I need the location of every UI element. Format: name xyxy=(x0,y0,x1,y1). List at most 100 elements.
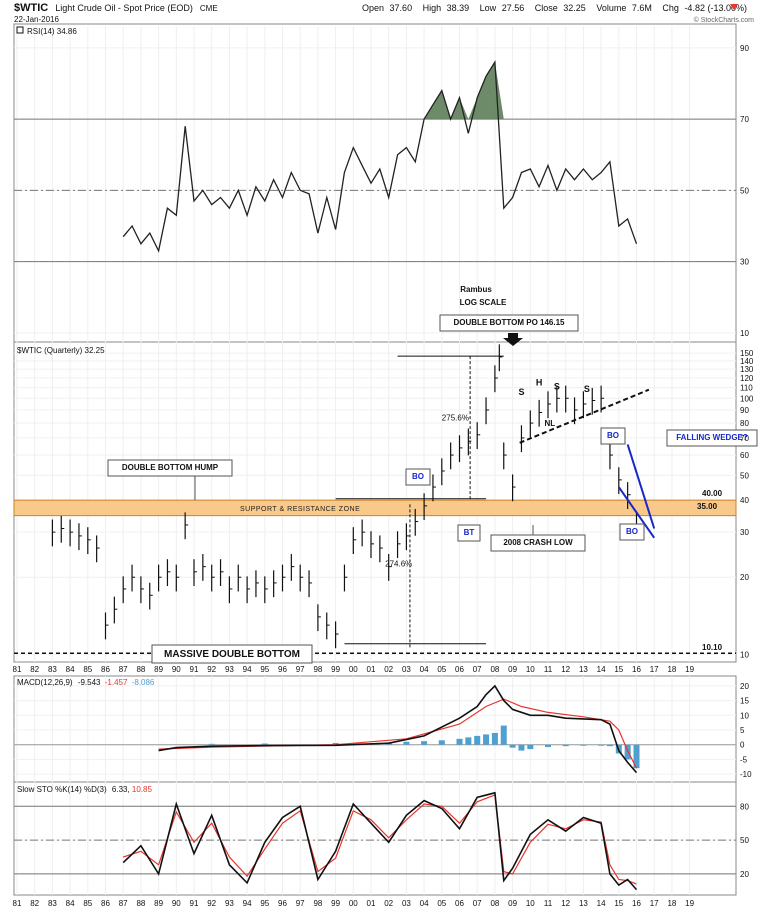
price-y-tick-label: 40 xyxy=(740,496,749,505)
double-bottom-po-label-group: DOUBLE BOTTOM PO 146.15 xyxy=(439,314,579,332)
rsi-line xyxy=(122,60,638,253)
bt-label-group: BT xyxy=(457,524,481,542)
bo-label-2016-box xyxy=(619,523,645,541)
x-axis-label-bottom: 83 xyxy=(48,899,57,908)
x-axis-label-bottom: 95 xyxy=(260,899,269,908)
macd-histogram-bar xyxy=(633,744,640,769)
macd-y-tick-label: 15 xyxy=(740,697,749,706)
bt-label: BT xyxy=(464,528,475,537)
x-axis-label-bottom: 92 xyxy=(207,899,216,908)
x-axis-label-bottom: 93 xyxy=(225,899,234,908)
log-scale-label: LOG SCALE xyxy=(460,298,507,307)
x-axis-label-bottom: 17 xyxy=(650,899,659,908)
x-axis-label: 16 xyxy=(632,665,641,674)
macd-histogram-bar xyxy=(261,743,268,745)
down-arrow-icon xyxy=(730,4,738,10)
symbol-title: $WTIC Light Crude Oil - Spot Price (EOD)… xyxy=(14,2,218,14)
macd-histogram-bar xyxy=(421,741,428,745)
macd-y-tick-label: 20 xyxy=(740,682,749,691)
macd-histogram-bar xyxy=(483,734,490,745)
x-axis-label: 81 xyxy=(13,665,22,674)
x-axis-label: 99 xyxy=(331,665,340,674)
x-axis-label-bottom: 18 xyxy=(667,899,676,908)
price-y-tick-label: 10 xyxy=(740,650,749,659)
macd-histogram-bar xyxy=(456,738,463,745)
x-axis-label-bottom: 86 xyxy=(101,899,110,908)
price-legend: $WTIC (Quarterly) 32.25 xyxy=(17,346,105,355)
price-y-tick-label: 100 xyxy=(740,394,754,403)
x-axis-label-bottom: 91 xyxy=(190,899,199,908)
x-axis-label: 17 xyxy=(650,665,659,674)
x-axis-label-bottom: 87 xyxy=(119,899,128,908)
x-axis-label: 96 xyxy=(278,665,287,674)
price-y-tick-label: 140 xyxy=(740,357,754,366)
wedge-lower-line xyxy=(617,486,656,539)
price-y-tick-label: 70 xyxy=(740,434,749,443)
hs-label: S xyxy=(554,382,560,392)
x-axis-label-bottom: 89 xyxy=(154,899,163,908)
x-axis-label: 91 xyxy=(190,665,199,674)
macd-legend-title: MACD(12,26,9) xyxy=(17,678,73,687)
sto-y-tick-label: 80 xyxy=(740,802,749,811)
x-axis-label-bottom: 85 xyxy=(83,899,92,908)
macd-histogram-bar xyxy=(438,740,445,745)
sto-legend-k: 6.33, xyxy=(112,785,132,794)
macd-histogram-bar xyxy=(509,744,516,748)
crash-low-label-box xyxy=(490,534,586,552)
macd-signal-line xyxy=(158,698,638,769)
bo-label-2016-group: BO xyxy=(619,523,645,541)
x-axis-label-bottom: 96 xyxy=(278,899,287,908)
macd-histogram-bar xyxy=(465,737,472,745)
x-axis-label: 84 xyxy=(66,665,75,674)
x-axis-label: 97 xyxy=(296,665,305,674)
hs-label: H xyxy=(536,378,543,388)
macd-legend: MACD(12,26,9) -9.543 -1.457 -8.086 xyxy=(17,678,155,687)
macd-y-tick-label: -5 xyxy=(740,755,748,764)
zone-label: SUPPORT & RESISTANCE ZONE xyxy=(240,506,360,513)
x-axis-label-bottom: 04 xyxy=(420,899,429,908)
bo-label-2004-box xyxy=(405,468,431,486)
volume-value: 7.6M xyxy=(632,3,652,13)
rambus-label: Rambus xyxy=(460,285,492,294)
x-axis-label-bottom: 06 xyxy=(455,899,464,908)
x-axis-label: 19 xyxy=(685,665,694,674)
sto-legend-d: 10.85 xyxy=(132,785,153,794)
open-value: 37.60 xyxy=(390,3,413,13)
rsi-y-tick-label: 90 xyxy=(740,44,749,53)
macd-histogram-bar xyxy=(208,743,215,745)
level-35-label: 35.00 xyxy=(697,502,718,511)
crash-low-label: 2008 CRASH LOW xyxy=(503,538,573,547)
falling-wedge-label-group: FALLING WEDGE? xyxy=(666,429,758,447)
macd-legend-value: -9.543 xyxy=(78,678,101,687)
x-axis-label: 94 xyxy=(243,665,252,674)
volume-label: Volume xyxy=(596,3,626,13)
sto-y-tick-label: 20 xyxy=(740,870,749,879)
x-axis-label-bottom: 15 xyxy=(614,899,623,908)
crash-low-label-group: 2008 CRASH LOW xyxy=(490,534,586,552)
price-y-tick-label: 130 xyxy=(740,365,754,374)
nl-label: NL xyxy=(544,419,555,428)
x-axis-label: 87 xyxy=(119,665,128,674)
double-bottom-hump-label-box xyxy=(107,459,233,477)
macd-histogram-bar xyxy=(545,744,551,748)
falling-wedge-label: FALLING WEDGE? xyxy=(676,433,748,442)
rsi-y-tick-label: 70 xyxy=(740,115,749,124)
quote-summary: Open 37.60 High 38.39 Low 27.56 Close 32… xyxy=(362,3,747,13)
x-axis-label: 04 xyxy=(420,665,429,674)
x-axis-label: 02 xyxy=(384,665,393,674)
marks-layer xyxy=(51,60,640,891)
x-axis-label: 13 xyxy=(579,665,588,674)
sto-legend: Slow STO %K(14) %D(3) 6.33, 10.85 xyxy=(17,785,152,794)
macd-histogram-bar xyxy=(518,744,525,751)
axis-labels-layer: 1030507090102030405060708090100110120130… xyxy=(13,44,754,908)
neckline xyxy=(519,388,650,444)
macd-y-tick-label: 5 xyxy=(740,726,745,735)
x-axis-label: 18 xyxy=(667,665,676,674)
sto-panel-frame xyxy=(13,781,737,896)
x-axis-label: 05 xyxy=(437,665,446,674)
x-axis-label-bottom: 08 xyxy=(490,899,499,908)
sto-y-tick-label: 50 xyxy=(740,836,749,845)
bo-label-2004: BO xyxy=(412,472,424,481)
price-y-tick-label: 150 xyxy=(740,349,754,358)
